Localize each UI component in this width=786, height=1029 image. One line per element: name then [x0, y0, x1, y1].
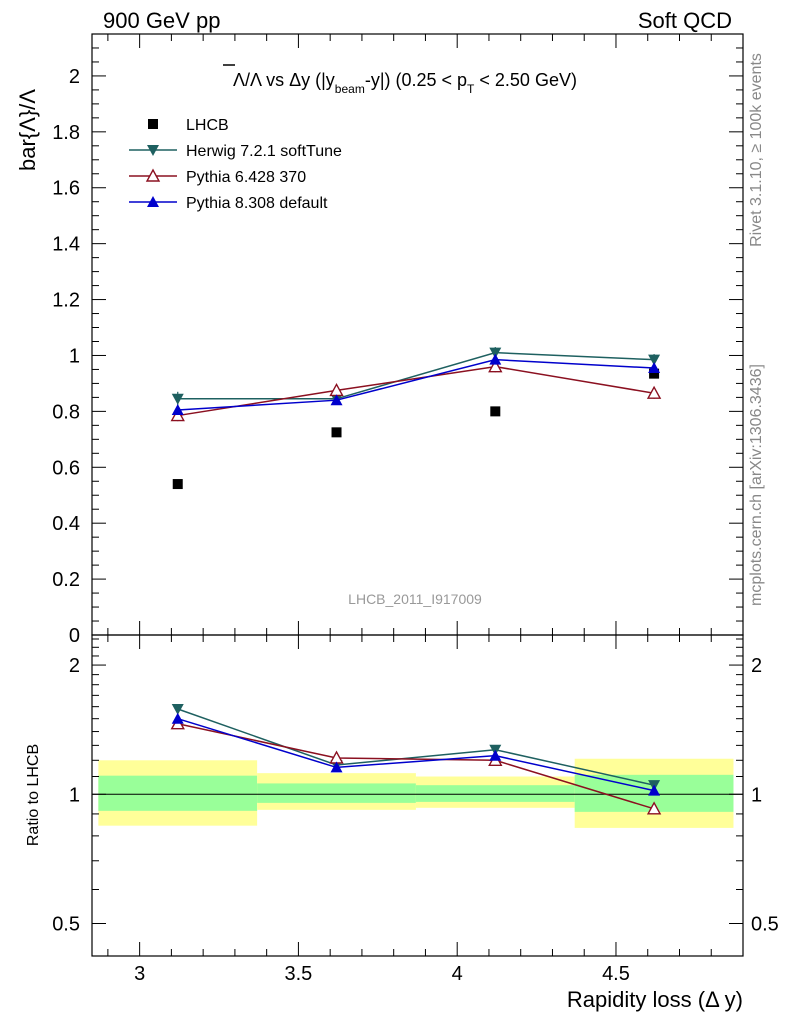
main-y-axis-label: bar{Λ}/Λ: [15, 89, 40, 171]
legend-label-Pythia6: Pythia 6.428 370: [186, 169, 306, 186]
main-panel: 0 0.2 0.4 0.6 0.8 1 1.2 1.4 1.6 1.8 2: [52, 33, 744, 647]
uncertainty-band-inner-3: [415, 785, 575, 802]
main-ytick-label: 0.6: [52, 457, 80, 479]
ratio-point-Pythia8: [171, 712, 184, 724]
legend-marker-Herwig: [147, 145, 159, 156]
ratio-ytick-label: 1: [69, 784, 80, 806]
title-mid: -y|) (0.25 < p: [365, 70, 467, 90]
main-ytick-label: 1.8: [52, 122, 80, 144]
title-suffix: < 2.50 GeV): [474, 70, 577, 90]
uncertainty-band-inner-2: [257, 783, 416, 803]
ratio-ytick-label-right: 2: [751, 655, 762, 677]
ratio-ytick-label-right: 0.5: [751, 913, 779, 935]
legend-label-Pythia8: Pythia 8.308 default: [186, 195, 328, 212]
xtick-label: 4: [452, 963, 463, 985]
main-ytick-label: 1: [69, 345, 80, 367]
data-point-Pythia8: [171, 403, 184, 415]
ratio-point-Pythia8: [648, 784, 661, 796]
main-ytick-label: 1.2: [52, 290, 80, 312]
data-point-Pythia8: [648, 362, 661, 374]
ratio-frame: [91, 634, 744, 957]
legend-label-LHCB: LHCB: [186, 117, 229, 134]
legend-marker-LHCB: [148, 119, 158, 129]
data-point-Herwig: [489, 347, 502, 359]
chart-title: Λ/Λ vs Δy (|ybeam-y|) (0.25 < pT < 2.50 …: [233, 70, 577, 96]
x-axis-label: Rapidity loss (Δ y): [567, 987, 743, 1012]
rivet-label: Rivet 3.1.10, ≥ 100k events: [748, 53, 765, 247]
ratio-point-Herwig: [171, 704, 184, 716]
ratio-ytick-label: 0.5: [52, 913, 80, 935]
header-right: Soft QCD: [638, 8, 732, 33]
main-ytick-label: 0.8: [52, 401, 80, 423]
xtick-label: 4.5: [602, 963, 630, 985]
ratio-line-Herwig: [177, 708, 655, 786]
data-point-Pythia6: [646, 385, 662, 399]
main-ytick-label: 1.4: [52, 234, 80, 256]
title-prefix: Λ/Λ vs Δy (|y: [233, 70, 335, 90]
header-left: 900 GeV pp: [103, 8, 220, 33]
ratio-ytick-label-right: 1: [751, 784, 762, 806]
data-point-LHCB: [172, 479, 183, 490]
data-point-Herwig: [171, 393, 184, 405]
series-line-Pythia6: [177, 365, 655, 417]
title-sub-t: T: [467, 82, 475, 96]
title-sub-beam: beam: [335, 82, 365, 96]
series-line-Herwig: [177, 351, 655, 400]
ratio-line-Pythia8: [177, 717, 655, 792]
ratio-point-Pythia8: [330, 761, 343, 773]
watermark: LHCB_2011_I917009: [348, 591, 482, 607]
xtick-label: 3.5: [285, 963, 313, 985]
ratio-line-Pythia6: [177, 722, 655, 810]
main-ytick-label: 1.6: [52, 178, 80, 200]
legend-marker-Pythia8: [147, 196, 159, 207]
legend-marker-Pythia6: [145, 168, 161, 182]
ratio-ytick-label: 2: [69, 655, 80, 677]
data-point-Pythia8: [330, 394, 343, 406]
series-line-Pythia8: [177, 358, 655, 411]
ratio-point-Pythia6: [646, 801, 662, 815]
data-point-Pythia6: [488, 359, 503, 373]
data-point-LHCB: [331, 427, 342, 438]
data-point-Pythia6: [170, 408, 185, 422]
xtick-label: 3: [134, 963, 145, 985]
main-ytick-label: 0.2: [52, 569, 80, 591]
data-point-Herwig: [648, 354, 661, 366]
ratio-point-Pythia8: [489, 749, 502, 761]
ratio-panel: 3 3.5 4 4.5 0.5 0.5 1 1 2 2: [52, 634, 779, 985]
main-ytick-label: 2: [69, 66, 80, 88]
uncertainty-band-inner-1: [98, 775, 258, 811]
legend-label-Herwig: Herwig 7.2.1 softTune: [186, 143, 342, 160]
main-ytick-label: 0.4: [52, 513, 80, 535]
data-point-Pythia8: [489, 353, 502, 365]
data-point-LHCB: [490, 406, 501, 417]
data-point-LHCB: [649, 368, 660, 379]
main-ytick-label: 0: [69, 625, 80, 647]
mcplots-label: mcplots.cern.ch [arXiv:1306.3436]: [748, 364, 765, 606]
ratio-y-axis-label: Ratio to LHCB: [25, 744, 42, 846]
legend: LHCB Herwig 7.2.1 softTune Pythia 6.428 37…: [129, 117, 342, 212]
